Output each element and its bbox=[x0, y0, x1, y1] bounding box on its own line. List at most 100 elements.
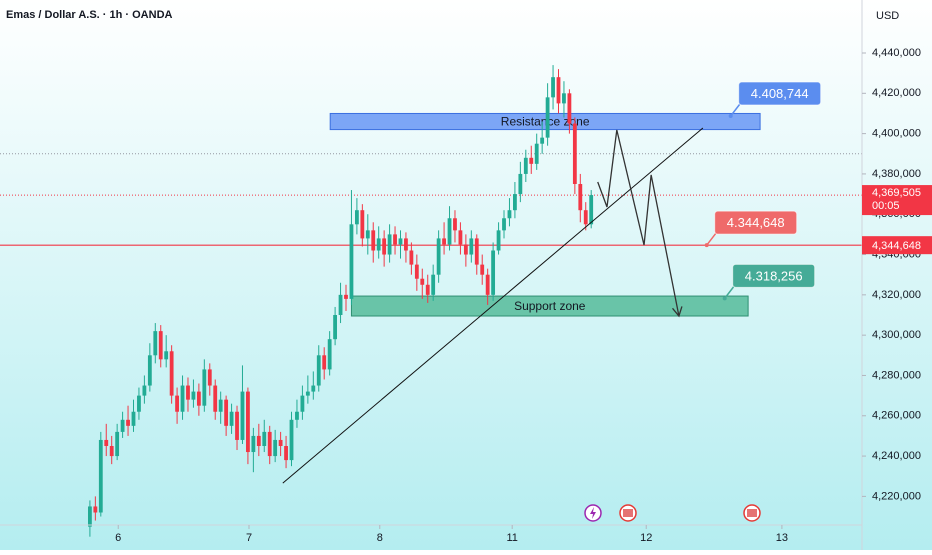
candle-body bbox=[120, 419, 125, 432]
callout-label: 4.318,256 bbox=[745, 268, 803, 283]
projection-path bbox=[597, 129, 680, 317]
candle-body bbox=[240, 391, 245, 440]
currency: USD bbox=[876, 10, 899, 22]
candle-body bbox=[224, 399, 229, 426]
candle-body bbox=[578, 184, 583, 211]
candle-body bbox=[349, 224, 354, 299]
candle-body bbox=[534, 143, 539, 164]
candle-body bbox=[463, 244, 468, 255]
candle-body bbox=[213, 385, 218, 412]
candle-body bbox=[469, 238, 474, 255]
candle-body bbox=[485, 274, 490, 295]
callout-dot bbox=[728, 113, 733, 118]
candle-body bbox=[207, 369, 212, 386]
candle-body bbox=[251, 435, 256, 453]
candle-body bbox=[218, 399, 223, 412]
candle-body bbox=[551, 77, 555, 98]
candle-body bbox=[442, 238, 446, 245]
candle-body bbox=[158, 331, 163, 360]
candle-body bbox=[360, 210, 365, 239]
callout-dot bbox=[704, 243, 709, 248]
candle-body bbox=[414, 264, 419, 279]
x-tick-label: 6 bbox=[115, 532, 121, 544]
candle-body bbox=[338, 294, 343, 315]
candle-body bbox=[126, 419, 130, 426]
candle-body bbox=[382, 238, 387, 255]
callout-dot bbox=[722, 296, 727, 301]
candle-body bbox=[109, 445, 114, 457]
x-tick-label: 7 bbox=[246, 532, 252, 544]
candle-body bbox=[529, 157, 534, 164]
callout-box bbox=[738, 81, 822, 106]
candle-body bbox=[371, 230, 376, 251]
candle-body bbox=[115, 431, 120, 457]
callout-label: 4.408,744 bbox=[751, 86, 809, 101]
candle-body bbox=[474, 238, 479, 265]
candle-body bbox=[425, 284, 430, 295]
candle-body bbox=[262, 431, 267, 446]
candle-body bbox=[431, 274, 436, 295]
candle-body bbox=[398, 238, 403, 245]
candle-body bbox=[518, 173, 523, 195]
y-tick-label: 4,400,000 bbox=[872, 128, 921, 140]
candle-body bbox=[556, 77, 561, 104]
candle-body bbox=[453, 218, 457, 231]
candle-body bbox=[256, 435, 261, 446]
candle-body bbox=[235, 411, 239, 440]
candle-body bbox=[137, 395, 141, 412]
candle-body bbox=[186, 385, 190, 400]
y-tick-label: 4,260,000 bbox=[872, 410, 921, 422]
callout-pointer bbox=[724, 284, 736, 299]
candle-body bbox=[409, 250, 414, 265]
candle-body bbox=[202, 369, 207, 406]
candle-body bbox=[300, 395, 305, 412]
trendline bbox=[282, 127, 704, 484]
candle-body bbox=[393, 234, 397, 245]
candle-body bbox=[246, 391, 250, 453]
candle-body bbox=[164, 351, 169, 360]
candle-body bbox=[491, 250, 496, 295]
candle-body bbox=[333, 315, 338, 340]
candle-body bbox=[354, 210, 359, 225]
candle-body bbox=[344, 294, 348, 299]
candle-body bbox=[507, 210, 512, 219]
candle-body bbox=[540, 137, 545, 144]
candle-body bbox=[284, 445, 288, 461]
candle-body bbox=[169, 351, 174, 396]
y-tick-label: 4,280,000 bbox=[872, 369, 921, 381]
candle-body bbox=[458, 230, 463, 245]
zone-label: Support zone bbox=[514, 299, 586, 313]
flag bbox=[623, 509, 633, 517]
zone bbox=[329, 112, 761, 131]
candle-body bbox=[229, 411, 234, 426]
y-tick-label: 4,220,000 bbox=[872, 490, 921, 502]
candle-body bbox=[572, 123, 577, 185]
candle-body bbox=[147, 355, 152, 386]
candle-body bbox=[289, 419, 294, 461]
candle-body bbox=[311, 385, 316, 392]
flag bbox=[747, 509, 757, 517]
candle-body bbox=[513, 194, 517, 211]
candle-body bbox=[436, 238, 441, 275]
price-line-label: 4,344,648 bbox=[872, 240, 921, 252]
candle-body bbox=[327, 339, 332, 370]
candle-body bbox=[480, 264, 485, 275]
candle-body bbox=[420, 278, 425, 285]
candle-body bbox=[322, 355, 327, 370]
zone bbox=[350, 295, 749, 317]
x-tick-label: 11 bbox=[506, 532, 517, 544]
candle-body bbox=[87, 506, 92, 527]
current-price-label: 4,369,505 bbox=[872, 187, 921, 199]
candle-body bbox=[502, 218, 506, 231]
candle-body bbox=[387, 234, 392, 255]
candle-body bbox=[404, 238, 408, 251]
callout-pointer bbox=[706, 231, 718, 246]
y-tick-label: 4,440,000 bbox=[872, 47, 921, 59]
price-line-box bbox=[862, 236, 932, 255]
x-tick-label: 12 bbox=[640, 532, 652, 544]
y-tick-label: 4,320,000 bbox=[872, 289, 921, 301]
candle-body bbox=[175, 395, 179, 412]
y-tick-label: 4,240,000 bbox=[872, 450, 921, 462]
